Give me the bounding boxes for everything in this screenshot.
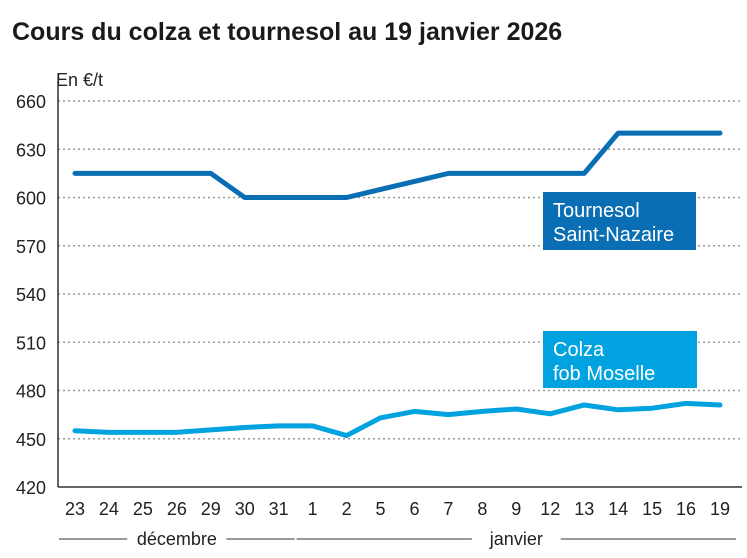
y-tick-label: 630 [16, 140, 46, 160]
x-tick-label: 23 [65, 499, 85, 519]
y-tick-label: 600 [16, 189, 46, 209]
y-tick-label: 510 [16, 333, 46, 353]
x-tick-label: 29 [201, 499, 221, 519]
y-tick-label: 570 [16, 237, 46, 257]
series-line [72, 400, 723, 439]
x-tick-label: 24 [99, 499, 119, 519]
series-label-box [543, 192, 696, 250]
x-tick-label: 8 [477, 499, 487, 519]
x-tick-label: 30 [235, 499, 255, 519]
series-label: Colza [553, 339, 605, 361]
x-tick-label: 7 [443, 499, 453, 519]
x-tick-label: 13 [574, 499, 594, 519]
x-tick-label: 9 [511, 499, 521, 519]
x-tick-label: 16 [676, 499, 696, 519]
x-tick-label: 19 [710, 499, 730, 519]
x-tick-label: 12 [540, 499, 560, 519]
x-tick-label: 2 [342, 499, 352, 519]
x-tick-label: 26 [167, 499, 187, 519]
x-tick-label: 1 [308, 499, 318, 519]
y-tick-label: 660 [16, 92, 46, 112]
x-tick-label: 25 [133, 499, 153, 519]
month-label: décembre [137, 529, 217, 549]
y-tick-label: 450 [16, 430, 46, 450]
x-tick-label: 6 [409, 499, 419, 519]
y-tick-label: 420 [16, 478, 46, 498]
series-label: Tournesol [553, 200, 640, 222]
y-tick-label: 540 [16, 285, 46, 305]
x-tick-label: 14 [608, 499, 628, 519]
y-tick-label: 480 [16, 382, 46, 402]
series-label: fob Moselle [553, 363, 655, 385]
series-label: Saint-Nazaire [553, 224, 674, 246]
x-tick-label: 5 [376, 499, 386, 519]
y-axis-label: En €/t [56, 70, 103, 90]
series-label-box [543, 331, 697, 388]
x-tick-label: 31 [269, 499, 289, 519]
chart-title: Cours du colza et tournesol au 19 janvie… [12, 18, 563, 46]
x-tick-label: 15 [642, 499, 662, 519]
series-line [72, 130, 723, 200]
month-label: janvier [489, 529, 543, 549]
